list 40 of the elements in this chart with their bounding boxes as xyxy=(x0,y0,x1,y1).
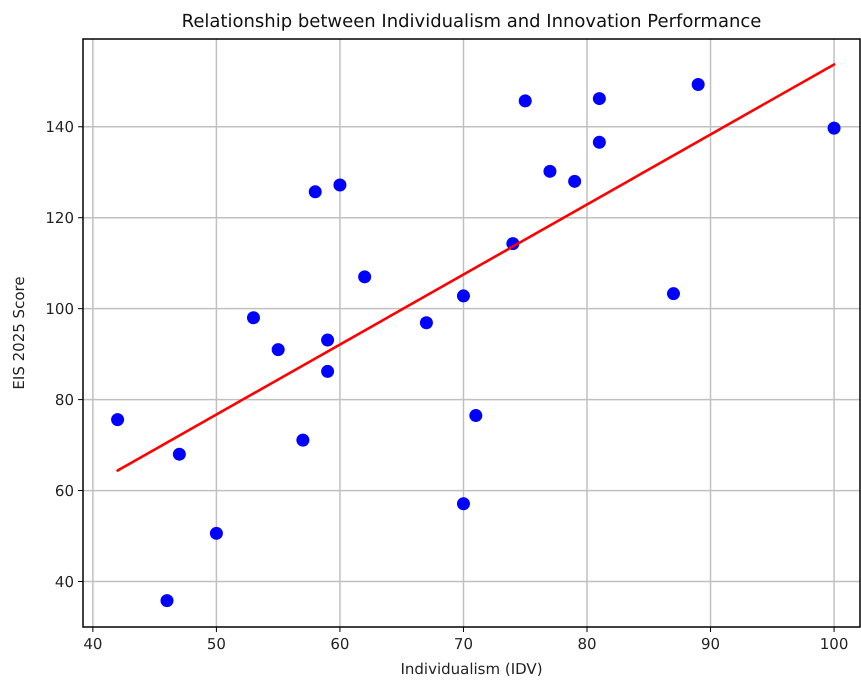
point xyxy=(666,287,680,300)
x-tick-label: 40 xyxy=(83,635,102,653)
point xyxy=(456,497,470,510)
point xyxy=(296,434,310,447)
point xyxy=(160,594,174,608)
x-axis-title: Individualism (IDV) xyxy=(400,660,543,678)
y-tick-label: 80 xyxy=(54,390,74,409)
point xyxy=(272,343,285,356)
point xyxy=(828,122,841,135)
y-tick-label: 60 xyxy=(54,482,74,500)
x-tick-label: 80 xyxy=(577,635,597,653)
point xyxy=(172,448,186,461)
point xyxy=(333,178,346,192)
x-tick-label: 60 xyxy=(330,635,350,653)
x-tick-label: 90 xyxy=(700,635,720,653)
y-tick-label: 100 xyxy=(45,300,74,318)
x-tick-label: 70 xyxy=(454,635,474,653)
point xyxy=(456,289,470,302)
y-tick-label: 140 xyxy=(45,118,74,136)
y-tick-label: 120 xyxy=(45,208,74,227)
y-axis-title: EIS 2025 Score xyxy=(10,276,28,390)
point xyxy=(358,270,372,284)
point xyxy=(692,78,705,91)
point xyxy=(469,409,482,422)
point xyxy=(543,164,556,178)
point xyxy=(321,334,334,347)
point xyxy=(592,92,606,106)
chart-title: Relationship between Individualism and Innovation Performance xyxy=(182,11,762,32)
point xyxy=(420,316,433,330)
point xyxy=(592,136,606,149)
point xyxy=(568,174,582,188)
point xyxy=(518,94,532,108)
x-tick-label: 100 xyxy=(820,635,848,653)
point xyxy=(321,364,334,378)
point xyxy=(210,526,223,540)
x-tick-label: 50 xyxy=(206,635,226,653)
point xyxy=(246,311,260,324)
point xyxy=(308,185,322,198)
point xyxy=(111,413,124,426)
y-tick-label: 40 xyxy=(54,572,74,591)
